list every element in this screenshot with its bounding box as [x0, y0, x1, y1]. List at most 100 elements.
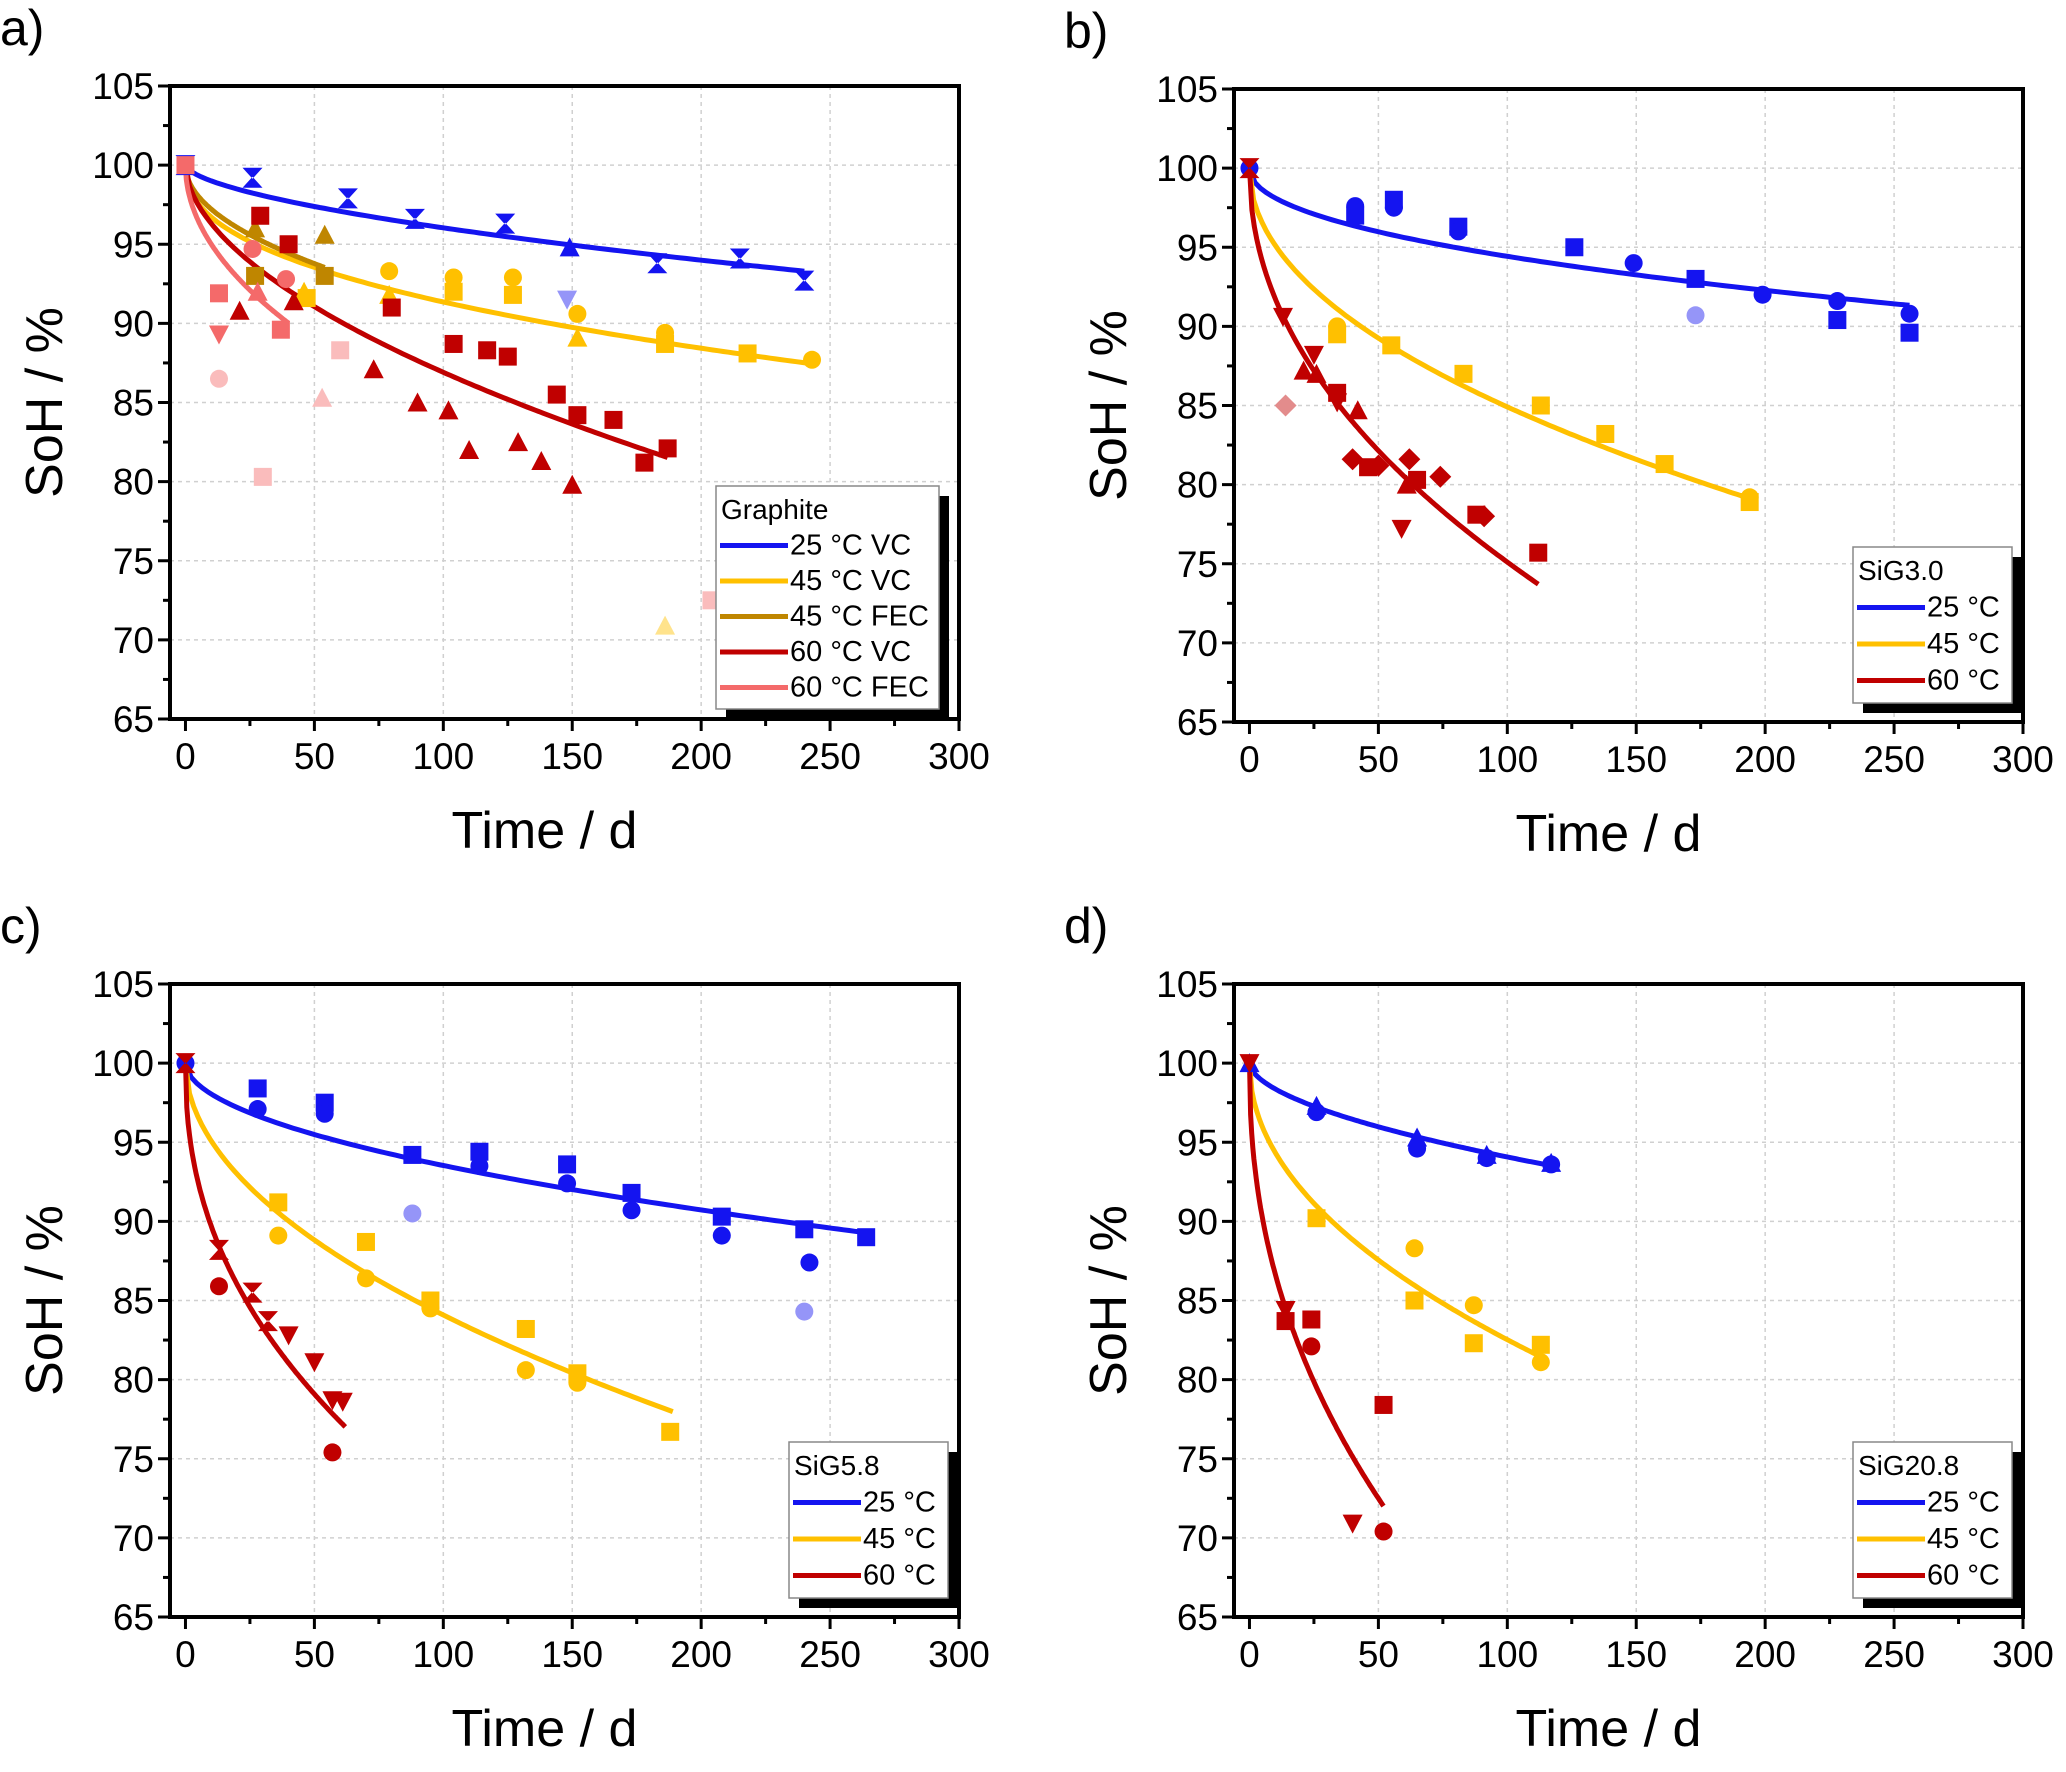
- data-point: [1464, 1296, 1483, 1315]
- legend-label: 60 °C FEC: [790, 672, 929, 704]
- data-point: [568, 1373, 587, 1392]
- x-axis-title: Time / d: [1516, 1700, 1702, 1758]
- data-point: [712, 1207, 731, 1226]
- data-point: [175, 1053, 196, 1074]
- y-tick-label: 65: [113, 1597, 154, 1638]
- x-tick-label: 0: [1239, 739, 1260, 780]
- data-point-faded: [253, 467, 272, 486]
- y-tick-label: 85: [1177, 1281, 1218, 1322]
- legend-label: 25 °C: [1927, 592, 2000, 624]
- axes: 0 50 100 150 200 250 300 65 70 75 80 85 90 95 100 105: [1156, 69, 2054, 780]
- fit-line: [1247, 1063, 1386, 1508]
- data-point: [1302, 1310, 1321, 1329]
- y-tick-label: 85: [113, 1281, 154, 1322]
- data-point: [658, 439, 677, 458]
- data-point: [278, 1326, 299, 1346]
- data-points: [1239, 158, 1919, 562]
- fit-line: [183, 164, 669, 460]
- y-axis-title: SoH / %: [1080, 310, 1138, 501]
- data-point: [209, 284, 228, 303]
- data-point: [1306, 363, 1327, 383]
- data-point: [1398, 448, 1421, 471]
- x-tick-label: 300: [928, 736, 990, 777]
- y-tick-label: 90: [113, 303, 154, 344]
- data-point: [1239, 158, 1260, 179]
- data-point: [323, 1443, 342, 1462]
- data-point: [314, 224, 335, 244]
- x-tick-label: 0: [175, 1634, 196, 1675]
- data-point: [1405, 1239, 1424, 1258]
- legend-title: SiG20.8: [1858, 1450, 1959, 1481]
- y-tick-label: 75: [113, 1439, 154, 1480]
- data-point: [729, 248, 750, 269]
- x-axis-title: Time / d: [452, 1700, 638, 1758]
- data-point: [562, 474, 583, 494]
- x-tick-label: 150: [1605, 1634, 1667, 1675]
- y-tick-label: 90: [113, 1201, 154, 1242]
- data-point-faded: [403, 1204, 422, 1223]
- fit-line: [183, 164, 813, 367]
- panel-label: a): [0, 0, 44, 56]
- fit-line: [1247, 167, 1910, 308]
- data-point: [1408, 1139, 1427, 1158]
- y-tick-label: 95: [1177, 227, 1218, 268]
- y-tick-label: 80: [113, 1360, 154, 1401]
- y-tick-label: 105: [1156, 69, 1218, 110]
- x-tick-label: 300: [1992, 739, 2054, 780]
- data-point: [1275, 1300, 1296, 1320]
- chart-b: b) 0 50 100 150 200 250 300 65 70 75 80 85 90 95 100 105…: [1064, 3, 2054, 863]
- y-tick-label: 95: [113, 1122, 154, 1163]
- axes: 0 50 100 150 200 250 300 65 70 75 80 85 90 95 100 105: [92, 66, 990, 777]
- x-axis-title: Time / d: [1516, 805, 1702, 863]
- data-point: [1900, 323, 1919, 342]
- y-tick-label: 75: [1177, 1439, 1218, 1480]
- legend-label: 45 °C VC: [790, 565, 911, 597]
- fit-line: [1247, 167, 1540, 587]
- data-point: [1473, 505, 1496, 528]
- legend-title: Graphite: [721, 494, 828, 525]
- legend-label: 60 °C VC: [790, 636, 911, 668]
- data-point: [1303, 345, 1324, 365]
- data-point: [1531, 396, 1550, 415]
- data-point: [257, 1311, 278, 1332]
- data-point: [208, 1239, 229, 1260]
- data-point: [1454, 364, 1473, 383]
- data-point: [1328, 325, 1347, 344]
- data-point: [1367, 454, 1390, 477]
- data-point: [470, 1156, 489, 1175]
- plot-frame: [1232, 982, 2025, 1619]
- data-point: [568, 304, 587, 323]
- chart-d: d) 0 50 100 150 200 250 300 65 70 75 80 85 90 95 100 105…: [1064, 898, 2054, 1758]
- data-point: [332, 1392, 353, 1412]
- y-tick-label: 80: [1177, 1360, 1218, 1401]
- x-tick-label: 100: [412, 736, 474, 777]
- data-point: [604, 410, 623, 429]
- x-tick-label: 250: [1863, 739, 1925, 780]
- y-tick-label: 70: [1177, 623, 1218, 664]
- y-tick-label: 80: [113, 462, 154, 503]
- data-point-faded: [1274, 394, 1297, 417]
- x-tick-label: 50: [294, 736, 335, 777]
- panel-label: b): [1064, 3, 1108, 59]
- legend-box: [788, 1441, 949, 1599]
- data-point: [516, 1361, 535, 1380]
- data-point: [478, 341, 497, 360]
- fit-line: [183, 164, 291, 326]
- legend-title: SiG5.8: [794, 1450, 880, 1481]
- data-point: [1405, 1291, 1424, 1310]
- data-point: [407, 392, 428, 412]
- data-point: [1327, 393, 1348, 413]
- data-point: [421, 1299, 440, 1318]
- data-point: [1828, 311, 1847, 330]
- data-point-faded: [331, 341, 350, 360]
- data-point: [246, 266, 265, 285]
- data-point: [1686, 269, 1705, 288]
- data-point: [404, 208, 425, 229]
- data-point: [803, 350, 822, 369]
- data-point: [795, 1220, 814, 1239]
- legend-box: [1852, 546, 2013, 704]
- x-tick-label: 50: [1358, 1634, 1399, 1675]
- data-point: [444, 282, 463, 301]
- legend-label: 25 °C VC: [790, 530, 911, 562]
- data-point: [297, 289, 316, 308]
